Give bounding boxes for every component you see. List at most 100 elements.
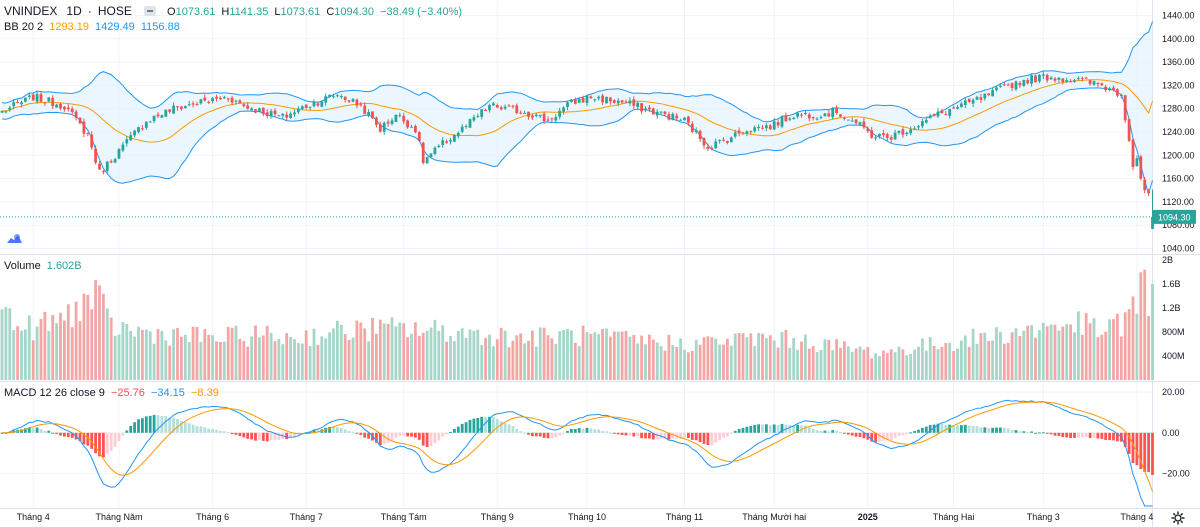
volume-bar	[714, 338, 718, 380]
macd-hist-value: −25.76	[110, 387, 145, 399]
macd-histogram-bar	[1139, 432, 1143, 470]
candle	[144, 121, 148, 130]
candle	[51, 95, 55, 110]
volume-bar	[616, 331, 620, 380]
candle	[390, 118, 394, 126]
macd-histogram-bar	[176, 418, 179, 433]
volume-bar	[261, 335, 265, 380]
volume-bar	[1014, 328, 1018, 380]
volume-bar	[199, 342, 203, 380]
macd-histogram-bar	[558, 432, 562, 436]
candle-body	[519, 112, 523, 114]
macd-histogram-bar	[277, 432, 281, 440]
macd-histogram-bar	[1077, 432, 1080, 438]
candle-body	[651, 108, 655, 115]
candle-body	[1088, 80, 1092, 85]
candle-body	[43, 102, 47, 104]
candle	[632, 96, 636, 109]
volume-bar	[363, 328, 367, 380]
time-tick-label: Tháng 4	[17, 512, 50, 522]
candle-body	[511, 105, 515, 107]
macd-histogram-bar	[811, 428, 815, 433]
bb-name[interactable]: BB 20 2	[4, 21, 44, 33]
candle	[995, 85, 998, 92]
eye-icon[interactable]	[143, 6, 156, 16]
macd-histogram-bar	[86, 432, 90, 446]
candle	[117, 148, 121, 160]
candle-body	[1026, 80, 1030, 84]
volume-bar	[406, 337, 409, 380]
symbol-legend[interactable]: VNINDEX 1D · HOSE O1073.61 H1141.35 L107…	[4, 4, 465, 19]
macd-line	[1, 399, 1153, 507]
candle	[796, 111, 799, 119]
volume-bar	[928, 336, 932, 380]
volume-bar	[476, 329, 480, 380]
macd-histogram-bar	[593, 429, 597, 433]
volume-bar	[160, 330, 164, 380]
macd-histogram-bar	[839, 432, 842, 434]
candle	[312, 99, 316, 108]
volume-bar	[468, 329, 472, 380]
macd-histogram-bar	[1104, 432, 1108, 441]
macd-histogram-bar	[1030, 431, 1033, 433]
candle	[394, 114, 398, 123]
macd-histogram-bar	[776, 425, 780, 433]
macd-histogram-bar	[956, 425, 959, 433]
price-tick-label: 1160.00	[1162, 174, 1194, 184]
candle	[527, 111, 530, 120]
cloud-logo-icon[interactable]	[5, 232, 23, 244]
candle	[1010, 82, 1014, 92]
volume-bar	[90, 309, 94, 380]
candle-body	[125, 139, 129, 144]
candle-body	[433, 147, 437, 154]
price-tick-label: 1360.00	[1162, 57, 1195, 67]
volume-bar	[1080, 334, 1084, 380]
volume-legend[interactable]: Volume 1.602B	[4, 259, 85, 273]
macd-histogram-bar	[511, 426, 515, 433]
macd-histogram-bar	[620, 432, 624, 436]
candle-body	[534, 114, 538, 117]
candle-body	[675, 115, 679, 119]
macd-histogram-bar	[921, 427, 924, 433]
macd-histogram-bar	[698, 432, 702, 442]
candle	[788, 116, 792, 122]
candle	[706, 143, 710, 151]
volume-bar	[835, 339, 838, 380]
candle-body	[687, 116, 690, 123]
volume-bar	[722, 344, 725, 380]
candle	[819, 115, 823, 120]
candle-body	[367, 112, 370, 116]
candle-body	[156, 114, 160, 117]
volume-bar	[971, 328, 975, 380]
volume-bar	[999, 331, 1002, 380]
candle	[265, 109, 269, 119]
volume-name[interactable]: Volume	[4, 260, 41, 272]
bb-legend[interactable]: BB 20 2 1293.19 1429.49 1156.88	[4, 20, 183, 34]
candle-body	[581, 98, 585, 103]
volume-bar	[1143, 269, 1147, 380]
macd-histogram-bar	[772, 424, 776, 433]
gear-icon[interactable]	[1171, 511, 1185, 525]
candle	[811, 116, 815, 121]
candle	[1108, 86, 1111, 92]
candle	[347, 99, 351, 103]
volume-bar	[815, 352, 819, 380]
candle-body	[203, 97, 207, 101]
candle-body	[359, 104, 363, 106]
volume-bar	[624, 331, 628, 380]
symbol-interval[interactable]: 1D	[66, 4, 82, 18]
volume-tick-label: 800M	[1162, 327, 1185, 337]
macd-histogram-bar	[453, 429, 456, 433]
macd-name[interactable]: MACD 12 26 close 9	[4, 387, 105, 399]
candle-body	[172, 105, 175, 114]
candle	[932, 113, 936, 117]
symbol-name[interactable]: VNINDEX	[4, 4, 58, 18]
macd-histogram-bar	[437, 432, 441, 441]
volume-bar	[577, 346, 581, 380]
macd-histogram-bar	[901, 432, 905, 436]
macd-legend[interactable]: MACD 12 26 close 9 −25.76 −34.15 −8.39	[4, 386, 222, 400]
volume-bar	[464, 337, 468, 380]
volume-bar	[456, 330, 460, 380]
